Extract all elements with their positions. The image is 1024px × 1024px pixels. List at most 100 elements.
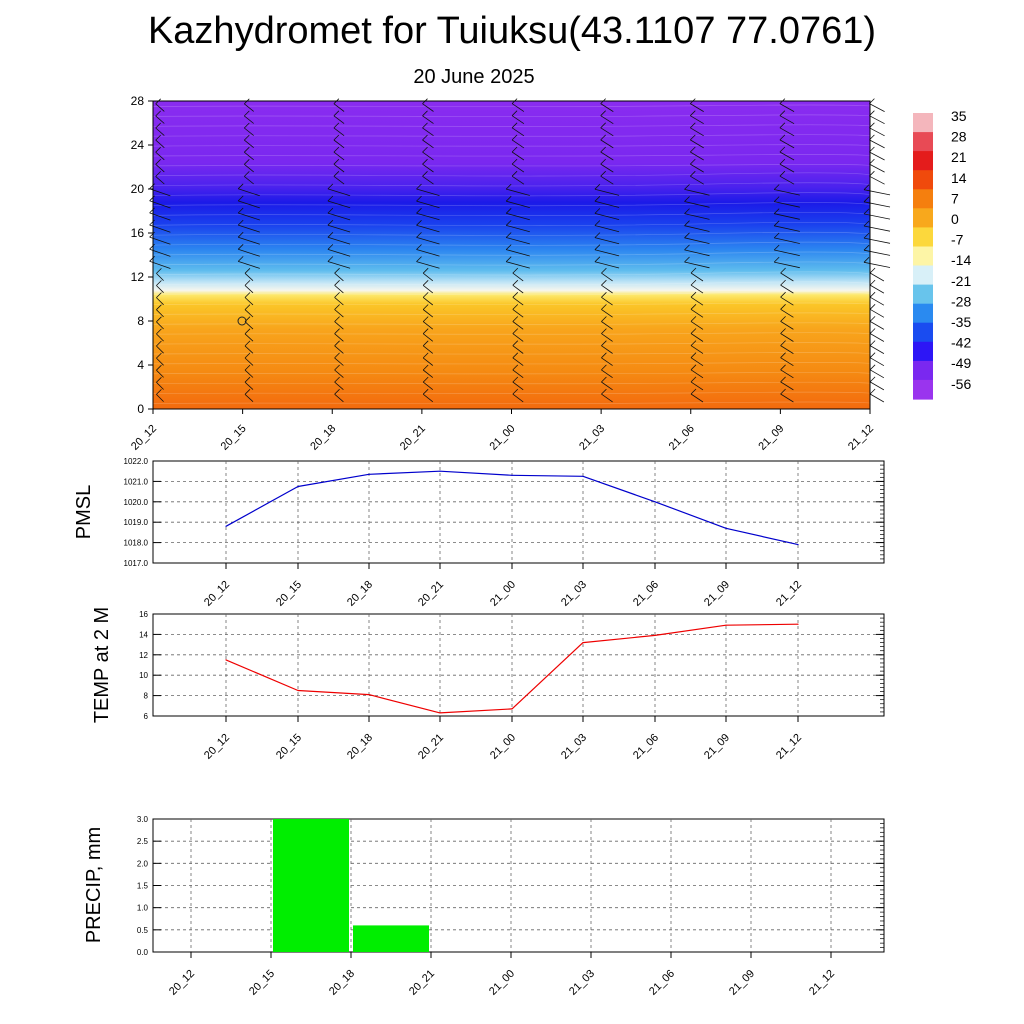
xtick-label: 21_06 [631, 732, 661, 762]
chart-subtitle: 20 June 2025 [413, 66, 535, 88]
wind-barb [594, 213, 620, 220]
wind-barb-flag [422, 376, 429, 383]
wind-barb-flag [237, 195, 244, 202]
temp-line-segment [368, 694, 441, 714]
wind-barb [156, 369, 164, 378]
wind-barb-flag [149, 219, 155, 226]
wind-barb-flag [416, 256, 422, 262]
contour-line [152, 381, 873, 385]
panel-2 [152, 613, 885, 722]
heatmap-xtick-label: 21_00 [488, 423, 518, 453]
wind-barb [690, 151, 704, 161]
xtick-label: 20_12 [202, 579, 232, 609]
wind-barb [601, 321, 613, 330]
wind-barb-flag [416, 244, 422, 250]
wind-barb [334, 309, 344, 318]
wind-barb-flag [780, 388, 786, 395]
temperature-field [153, 101, 870, 409]
wind-barb-flag [327, 232, 334, 238]
wind-barb-flag [149, 231, 155, 238]
wind-barb [684, 249, 710, 257]
colorbar-segment [913, 265, 933, 286]
wind-barb-flag [505, 256, 512, 262]
wind-barb-flag [512, 364, 519, 371]
wind-barb [422, 357, 434, 366]
pmsl-line-segment [582, 475, 656, 503]
wind-barb-flag [511, 170, 518, 177]
wind-barb [422, 272, 434, 282]
wind-barb-flag [333, 171, 340, 177]
wind-barb [244, 357, 254, 366]
wind-barb-flag [155, 159, 161, 165]
colorbar-segment [913, 170, 933, 190]
wind-barb-flag [333, 158, 340, 165]
xtick-label: 20_12 [202, 732, 232, 762]
wind-barb-flag [505, 195, 512, 202]
wind-barb-flag [149, 207, 155, 214]
wind-barb [774, 261, 800, 269]
wind-barb [244, 103, 254, 112]
wind-barb-flag [779, 134, 786, 141]
wind-barb [600, 175, 614, 185]
contour-line [152, 124, 873, 127]
wind-barb [156, 309, 164, 318]
contour-line [152, 202, 873, 207]
xtick-label: 20_15 [247, 968, 277, 998]
heatmap-ytick-label: 12 [131, 270, 145, 284]
wind-barb [863, 201, 891, 208]
wind-barb-flag [869, 352, 876, 358]
wind-barb-flag [327, 244, 334, 250]
heatmap-ytick-label: 20 [131, 182, 145, 196]
xtick-label: 20_15 [274, 579, 304, 609]
contour-line [152, 352, 873, 355]
contour-line [152, 231, 873, 236]
wind-barb [869, 381, 885, 391]
wind-barb-flag [512, 279, 519, 286]
wind-barb [155, 164, 165, 173]
y-axis-label: PRECIP, mm [83, 827, 105, 943]
wind-barb [869, 139, 885, 149]
wind-barb [422, 369, 434, 378]
wind-barb-flag [779, 146, 786, 153]
wind-barb [422, 333, 434, 342]
wind-barb-flag [869, 291, 876, 298]
colorbar-label: 14 [951, 170, 967, 186]
wind-barb-flag [149, 183, 155, 189]
contour-line [152, 401, 873, 404]
ytick-label: 1020.0 [124, 498, 149, 507]
wind-barb-flag [156, 292, 162, 298]
wind-barb-flag [690, 316, 697, 322]
ytick-label: 2.5 [137, 837, 149, 846]
wind-barb-flag [869, 328, 876, 334]
colorbar-segment [913, 208, 933, 228]
wind-barb [244, 139, 254, 149]
wind-barb-flag [422, 280, 429, 286]
wind-barb-flag [237, 256, 244, 262]
wind-barb-flag [422, 171, 428, 177]
heatmap-xtick-label: 20_18 [308, 423, 338, 453]
wind-barb [422, 115, 434, 124]
heatmap-ytick-label: 4 [137, 358, 144, 372]
colorbar-segment [913, 151, 933, 171]
wind-barb [506, 225, 530, 233]
wind-barb [416, 261, 440, 269]
wind-barb-flag [512, 376, 519, 383]
wind-barb [511, 163, 525, 173]
contour-line [152, 241, 873, 246]
wind-barb [333, 175, 345, 185]
wind-barb [156, 382, 164, 390]
wind-barb-flag [244, 304, 251, 310]
xtick-label: 21_09 [702, 732, 732, 762]
wind-barb-flag [780, 328, 786, 334]
wind-barb [155, 176, 165, 185]
temp-line-segment [225, 659, 299, 692]
wind-barb [690, 345, 704, 354]
wind-barb [869, 175, 885, 185]
wind-barb-flag [416, 183, 422, 190]
wind-barb-flag [594, 244, 601, 250]
temp-line-segment [725, 623, 799, 626]
wind-barb-flag [244, 340, 251, 347]
contour-line [152, 342, 873, 345]
wind-barb [327, 236, 351, 245]
wind-barb [774, 225, 800, 232]
